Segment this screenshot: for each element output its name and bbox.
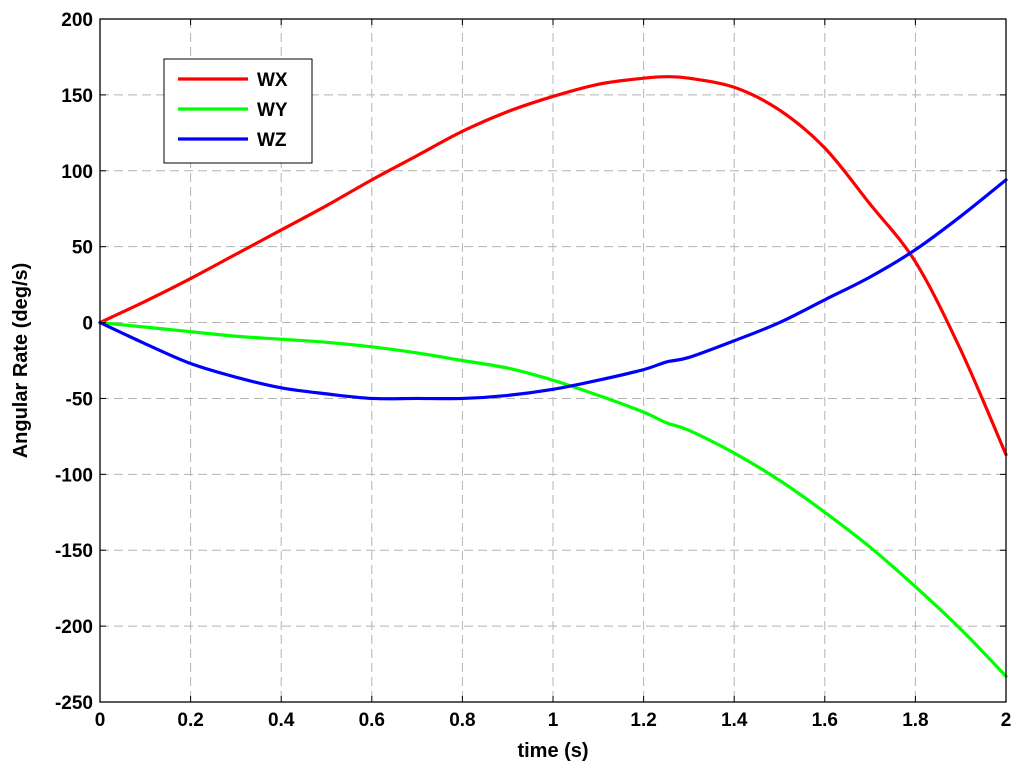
series-line-wz [98,178,1008,401]
x-tick-label: 0.2 [177,710,203,731]
legend: WX WY WZ [163,58,313,164]
x-tick-label: 0.6 [359,710,385,731]
y-tick-label: 200 [61,10,93,31]
x-axis-label: time (s) [517,740,588,762]
x-tick-labels: 0 0.2 0.4 0.6 0.8 1 1.2 1.4 1.6 1.8 2 [95,710,1012,731]
y-tick-label: -250 [55,693,93,714]
x-tick-label: 1.6 [812,710,838,731]
y-axis-label: Angular Rate (deg/s) [10,263,32,459]
y-tick-label: 0 [82,314,93,335]
y-tick-labels: -250 -200 -150 -100 -50 0 50 100 150 200 [55,10,93,714]
x-tick-label: 2 [1001,710,1012,731]
x-tick-label: 0.8 [449,710,475,731]
y-tick-label: -100 [55,465,93,486]
y-tick-label: -150 [55,541,93,562]
y-tick-label: -200 [55,617,93,638]
legend-label-wx: WX [257,70,288,91]
x-tick-label: 1.8 [902,710,928,731]
y-tick-label: 150 [61,86,93,107]
y-tick-label: 50 [72,238,93,259]
x-tick-label: 0 [95,710,106,731]
series-group [98,75,1008,678]
x-tick-label: 1 [548,710,559,731]
x-tick-label: 1.2 [630,710,656,731]
y-tick-label: 100 [61,162,93,183]
legend-label-wz: WZ [257,130,287,151]
series-line-wy [98,320,1008,678]
x-tick-label: 1.4 [721,710,748,731]
legend-box [163,58,313,164]
legend-label-wy: WY [257,100,288,121]
series-line-wx [98,75,1008,457]
y-tick-label: -50 [66,389,93,410]
ticks [99,18,1007,703]
x-tick-label: 0.4 [268,710,295,731]
